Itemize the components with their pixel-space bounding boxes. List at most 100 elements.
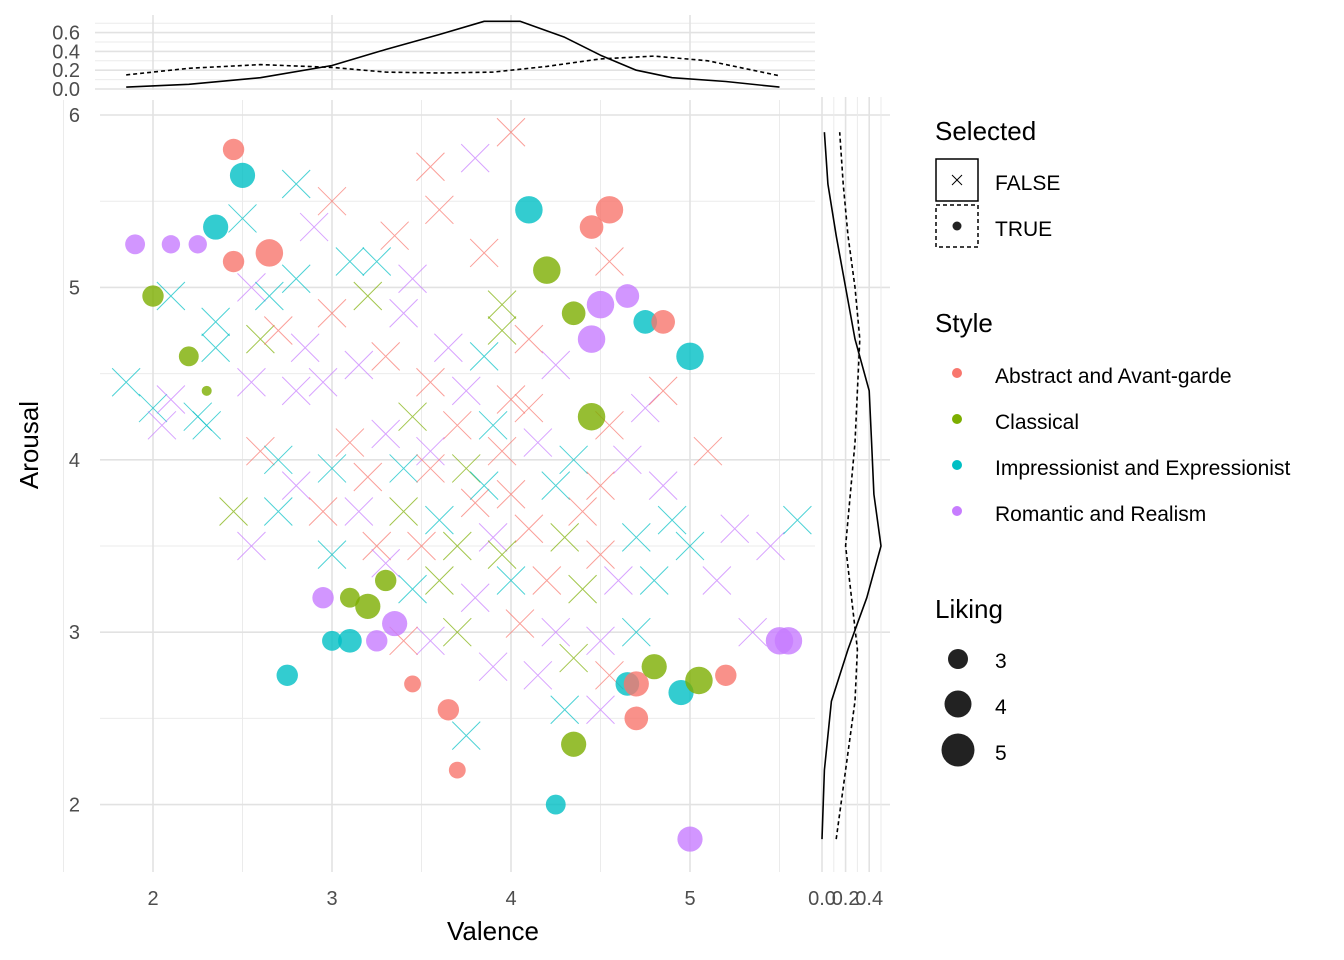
unselected-point-cross [595, 247, 624, 276]
unselected-point-cross [353, 462, 383, 492]
top-density-tick-label: 0.4 [52, 41, 80, 63]
unselected-point-cross [586, 540, 615, 569]
cross-stroke [586, 540, 615, 569]
unselected-point-cross [675, 531, 705, 561]
selected-point-circle [676, 342, 704, 371]
right-density-tick-label: 0.2 [832, 888, 860, 910]
cross-stroke [621, 523, 651, 552]
cross-stroke [111, 367, 141, 397]
unselected-point-cross [156, 385, 186, 414]
cross-stroke [353, 281, 383, 311]
cross-stroke [371, 419, 401, 449]
unselected-point-cross [362, 247, 392, 276]
unselected-point-cross [487, 290, 517, 319]
cross-stroke [487, 436, 517, 466]
unselected-point-cross [335, 428, 365, 457]
cross-stroke [416, 436, 445, 466]
unselected-point-cross [425, 195, 454, 225]
unselected-point-cross [111, 367, 141, 397]
selected-point-circle [201, 385, 212, 396]
cross-stroke [192, 410, 222, 440]
y-tick-label: 5 [69, 277, 80, 299]
unselected-point-cross [335, 247, 365, 276]
cross-stroke [416, 454, 445, 483]
unselected-point-cross [756, 531, 785, 561]
y-tick-label: 4 [69, 450, 80, 472]
cross-stroke [541, 617, 571, 647]
selected-point-circle [375, 569, 397, 592]
unselected-point-cross [541, 350, 571, 380]
unselected-point-cross [541, 471, 571, 501]
right-density-layer [821, 132, 882, 840]
unselected-point-cross [559, 445, 589, 475]
selected-point-circle [561, 301, 586, 326]
cross-stroke [246, 324, 275, 354]
unselected-point-cross [523, 428, 553, 457]
unselected-point-cross [496, 117, 526, 147]
right-density-solid-line [821, 132, 882, 840]
unselected-point-cross [496, 479, 526, 509]
unselected-point-cross [389, 298, 418, 328]
unselected-point-cross [541, 617, 571, 647]
selected-point-circle [545, 794, 566, 815]
cross-stroke [559, 643, 589, 673]
selected-point-circle [437, 699, 460, 721]
selected-point-circle [222, 138, 245, 161]
cross-stroke [514, 393, 544, 423]
right-density-tick-label: 0.4 [855, 888, 883, 910]
unselected-point-cross [469, 238, 499, 268]
cross-stroke [425, 195, 454, 225]
cross-stroke [469, 342, 499, 371]
cross-stroke [389, 454, 418, 483]
unselected-point-cross [460, 583, 490, 613]
unselected-point-cross [514, 324, 544, 354]
selected-points-layer [125, 138, 803, 852]
unselected-point-cross [657, 505, 687, 535]
x-tick-label: 2 [147, 888, 158, 910]
unselected-point-cross [201, 307, 231, 337]
unselected-point-cross [469, 471, 499, 501]
selected-point-circle [255, 239, 284, 267]
selected-point-circle [366, 630, 388, 652]
unselected-point-cross [156, 281, 186, 311]
cross-stroke [299, 212, 329, 242]
cross-stroke [451, 721, 481, 750]
cross-stroke [281, 264, 311, 294]
unselected-point-cross [568, 574, 597, 604]
legend-style-label-classical: Classical [995, 411, 1079, 434]
unselected-point-cross [389, 454, 418, 483]
cross-stroke [478, 523, 508, 552]
unselected-point-cross [496, 566, 526, 595]
cross-stroke [138, 393, 168, 423]
cross-stroke [263, 497, 293, 526]
cross-stroke [451, 376, 481, 406]
cross-stroke [720, 514, 750, 544]
selected-point-circle [577, 402, 606, 431]
cross-stroke [460, 143, 490, 173]
cross-stroke [568, 497, 597, 526]
cross-stroke [425, 505, 454, 535]
cross-stroke [738, 617, 768, 647]
y-tick-label: 3 [69, 622, 80, 644]
legend-liking-key-5 [941, 733, 975, 767]
selected-point-circle [178, 346, 199, 367]
cross-stroke [147, 410, 177, 440]
cross-stroke [550, 523, 580, 552]
cross-stroke [317, 298, 347, 328]
right-density-tick-label: 0.0 [808, 888, 836, 910]
cross-stroke [487, 316, 517, 345]
cross-stroke [281, 169, 311, 199]
cross-stroke [783, 505, 812, 535]
unselected-point-cross [433, 333, 463, 363]
unselected-point-cross [460, 488, 490, 518]
cross-stroke [496, 566, 526, 595]
unselected-point-cross [451, 721, 481, 750]
unselected-point-cross [371, 419, 401, 449]
cross-stroke [756, 531, 785, 561]
unselected-point-cross [568, 497, 597, 526]
legend-liking-key-3 [948, 649, 968, 669]
cross-stroke [442, 617, 472, 647]
cross-stroke [219, 497, 248, 526]
cross-stroke [532, 566, 562, 595]
selected-point-circle [577, 325, 606, 353]
